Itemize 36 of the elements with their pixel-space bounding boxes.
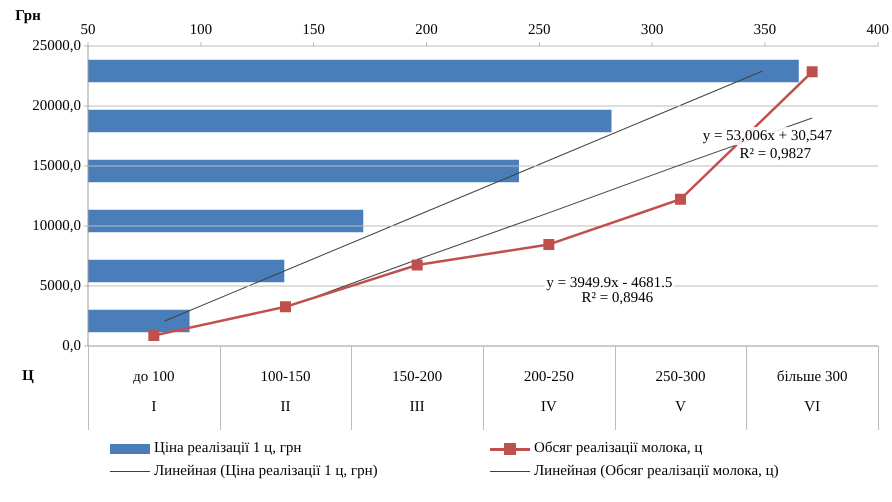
point — [806, 66, 818, 78]
x-tick-label: 200 — [415, 22, 438, 38]
x-tick-label: 150 — [302, 22, 325, 38]
annotation: y = 53,006x + 30,547 — [702, 128, 833, 144]
x-tick-label: 250 — [528, 22, 551, 38]
legend-label: Ціна реалізації 1 ц, грн — [154, 440, 302, 457]
x-tick-label: 50 — [80, 22, 96, 38]
x-tick-label: 300 — [640, 22, 664, 38]
x-tick-label: 150-200 III — [392, 368, 442, 415]
x-tick-label: 200-250 IV — [524, 368, 574, 415]
y-tick-label: 15000,0 — [32, 158, 81, 174]
y-tick-label: 20000,0 — [32, 98, 81, 114]
annotation: R² = 0,9827 — [739, 146, 812, 162]
point — [148, 330, 160, 342]
x-tick-label: 400 — [866, 22, 889, 38]
annotation: y = 3949.9x - 4681.5 — [546, 274, 672, 291]
x-tick-label: 250-300 V — [656, 368, 706, 415]
legend-label: Обсяг реалізації молока, ц — [534, 440, 702, 457]
legend-label: Линейная (Обсяг реалізації молока, ц) — [534, 463, 779, 480]
x-tick-label: 100-150 II — [260, 368, 310, 415]
point — [675, 194, 686, 205]
y-tick-label: 5000,0 — [40, 278, 81, 294]
x-axis-title: Грн — [15, 8, 42, 24]
x-tick-label: більше 300 VI — [776, 368, 848, 415]
y-tick-label: 0,0 — [62, 338, 81, 354]
annotation: R² = 0,8946 — [581, 290, 654, 306]
legend-label: Линейная (Ціна реалізації 1 ц, грн) — [154, 463, 378, 480]
x-tick-label: 100 — [190, 22, 212, 38]
y-tick-label: 25000,0 — [32, 38, 81, 54]
x-axis-title: Ц — [22, 368, 34, 384]
x-tick-label: 350 — [754, 22, 776, 38]
point — [412, 260, 423, 270]
x-tick-label: до 100 I — [133, 368, 175, 415]
point — [543, 238, 554, 250]
y-tick-label: 10000,0 — [32, 218, 81, 234]
point — [280, 301, 291, 312]
